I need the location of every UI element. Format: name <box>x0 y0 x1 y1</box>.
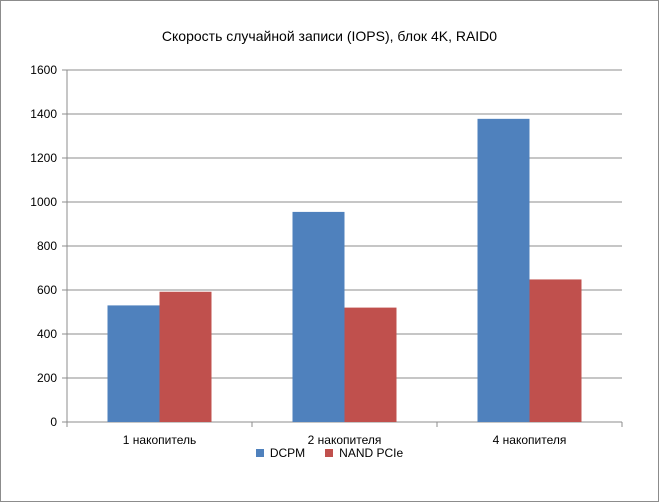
bar-dcpm <box>107 305 160 422</box>
y-tick-label: 800 <box>37 239 57 253</box>
legend-item-nand-pcie: NAND PCIe <box>325 446 403 460</box>
y-tick-label: 0 <box>50 415 57 429</box>
x-category-label: 2 накопителя <box>308 433 382 447</box>
bar-dcpm <box>292 211 345 422</box>
legend-swatch-nand-pcie <box>325 449 334 457</box>
y-tick-label: 1000 <box>30 195 57 209</box>
y-tick-label: 1200 <box>30 151 57 165</box>
legend-label-dcpm: DCPM <box>269 446 306 460</box>
x-category-label: 4 накопителя <box>493 433 567 447</box>
y-tick-label: 400 <box>37 327 57 341</box>
x-category-label: 1 накопитель <box>123 433 196 447</box>
y-tick-label: 1600 <box>30 63 57 77</box>
legend: DCPM NAND PCIe <box>0 446 659 460</box>
y-tick-label: 200 <box>37 371 57 385</box>
legend-label-nand-pcie: NAND PCIe <box>339 446 404 460</box>
chart-title: Скорость случайной записи (IOPS), блок 4… <box>161 28 498 44</box>
bar-nand-pcie <box>529 279 582 422</box>
y-tick-label: 1400 <box>30 107 57 121</box>
bar-dcpm <box>477 118 530 422</box>
y-tick-label: 600 <box>37 283 57 297</box>
bar-nand-pcie <box>344 307 397 422</box>
legend-swatch-dcpm <box>255 449 264 457</box>
bar-nand-pcie <box>159 291 212 422</box>
legend-item-dcpm: DCPM <box>255 446 306 460</box>
